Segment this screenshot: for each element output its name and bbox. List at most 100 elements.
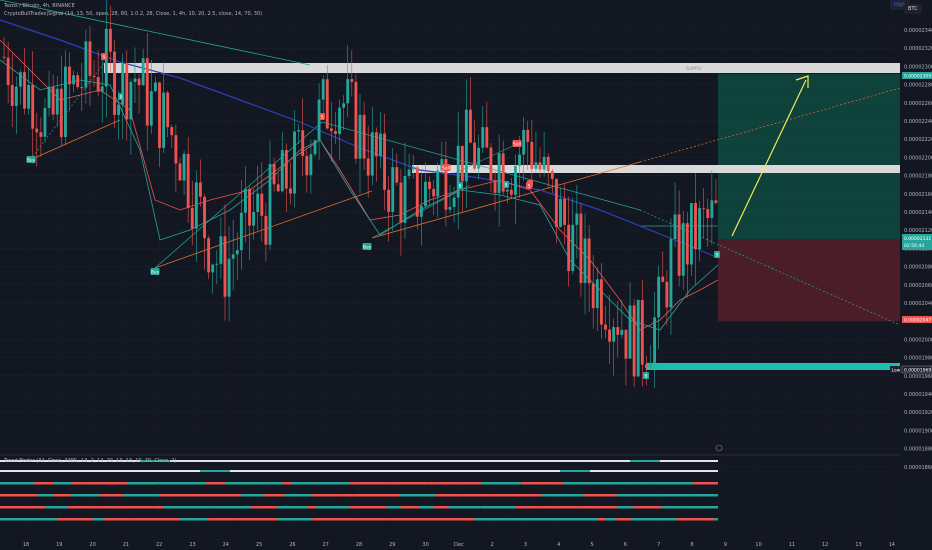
buy-signal-tag[interactable]: [362, 243, 372, 250]
sell-signal-tag[interactable]: [441, 164, 451, 171]
currency-badge[interactable]: BTC: [904, 4, 922, 14]
candle-body: [227, 258, 231, 297]
candle-body: [702, 208, 706, 210]
price-tick-label: 0.00002240: [904, 119, 932, 125]
time-tick-label: 6: [624, 542, 627, 548]
candle-body: [469, 109, 472, 143]
osc-segment: [71, 482, 87, 485]
candle-body: [260, 193, 264, 216]
chart-title: Tezos / Bitcoin, 4h, BINANCE: [4, 3, 75, 9]
trendline-orange-right: [371, 161, 641, 239]
candle-body: [399, 182, 403, 223]
osc-segment: [596, 518, 607, 521]
time-tick-label: 8: [690, 542, 693, 548]
osc-segment: [297, 506, 308, 509]
candle-body: [407, 169, 411, 177]
osc-segment: [37, 494, 54, 497]
candle-body: [583, 238, 587, 284]
osc-segment: [143, 518, 180, 521]
candle-body: [460, 145, 464, 182]
candle-body: [321, 79, 325, 100]
osc-segment: [123, 494, 159, 497]
candle-body: [595, 279, 599, 309]
buy-signal-label: B: [504, 183, 507, 189]
osc-segment: [159, 482, 206, 485]
osc-segment: [480, 506, 517, 509]
sell-signal-label: S: [528, 184, 531, 190]
buy-signal-label: Buy: [27, 158, 36, 164]
candle-body: [276, 184, 280, 192]
osc-segment: [153, 506, 164, 509]
candle-body: [599, 279, 603, 325]
price-tick-label: 0.00001900: [904, 428, 932, 434]
candle-body: [84, 41, 88, 88]
osc-segment: [372, 518, 390, 521]
loss-zone[interactable]: [718, 239, 900, 321]
osc-segment: [386, 506, 401, 509]
osc-segment: [307, 506, 317, 509]
candle-body: [538, 162, 542, 170]
oscillator-legend[interactable]: Trend Finder (34, Close, 34ML, 13, 2, 14…: [4, 458, 177, 464]
candle-body: [59, 88, 63, 138]
time-tick-label: 24: [223, 542, 229, 548]
osc-segment: [97, 506, 118, 509]
sell-signal-tag[interactable]: [319, 113, 325, 120]
osc-segment: [676, 518, 715, 521]
sell-signal-tag[interactable]: [526, 182, 532, 189]
profit-zone[interactable]: [718, 74, 900, 239]
candle-body: [338, 107, 341, 134]
candle-body: [374, 132, 378, 157]
osc-segment: [158, 494, 204, 497]
time-tick-label: 9: [724, 542, 727, 548]
time-tick-label: 22: [156, 542, 162, 548]
osc-segment: [0, 482, 34, 485]
candle-body: [158, 82, 161, 148]
supply-zone-mid[interactable]: [412, 165, 900, 173]
time-tick-label: 5: [591, 542, 594, 548]
buy-signal-tag[interactable]: [26, 156, 36, 163]
candle-body: [628, 305, 632, 359]
buy-signal-tag[interactable]: [457, 182, 463, 189]
osc-highlight: [140, 460, 170, 462]
buy-signal-tag[interactable]: [503, 181, 509, 188]
sell-signal-label: S: [321, 115, 324, 121]
supply-zone-top[interactable]: [104, 63, 900, 73]
price-tick-label: 0.00001960: [904, 374, 932, 380]
trendline-teal-dotted: [639, 209, 901, 326]
candle-body: [497, 153, 501, 193]
candle-body: [199, 182, 202, 197]
buy-signal-tag[interactable]: [714, 251, 720, 258]
scale-button[interactable]: High: [890, 0, 910, 10]
osc-segment: [92, 518, 105, 521]
candle-body: [649, 362, 652, 369]
candle-body: [612, 327, 616, 342]
demand-zone-low[interactable]: [646, 363, 900, 370]
candle-body: [334, 131, 337, 134]
low-price-text: 0.00001969: [904, 368, 931, 374]
osc-segment: [45, 506, 68, 509]
price-tick-label: 0.00002260: [904, 101, 932, 107]
buy-signal-tag[interactable]: [643, 372, 649, 379]
candle-body: [117, 104, 121, 115]
candles-group: [2, 0, 718, 388]
candle-body: [403, 176, 407, 223]
candle-body: [72, 75, 76, 85]
sell-signal-tag[interactable]: [101, 53, 107, 60]
candle-body: [317, 99, 321, 141]
candle-body: [608, 329, 612, 342]
indicator-legend[interactable]: CryptoBullTrades|Signal (14, 13, 50, ope…: [4, 11, 263, 17]
osc-segment: [210, 506, 252, 509]
osc-segment: [606, 518, 617, 521]
clock-icon[interactable]: [715, 444, 723, 452]
candle-body: [550, 171, 554, 179]
sell-signal-tag[interactable]: [512, 140, 522, 147]
candle-body: [268, 164, 272, 245]
candle-body: [256, 193, 260, 212]
buy-signal-tag[interactable]: [118, 93, 124, 100]
time-tick-label: 28: [356, 542, 362, 548]
time-axis: [0, 536, 932, 550]
candle-body: [129, 81, 133, 120]
buy-signal-tag[interactable]: [150, 268, 160, 275]
candle-body: [248, 188, 251, 226]
